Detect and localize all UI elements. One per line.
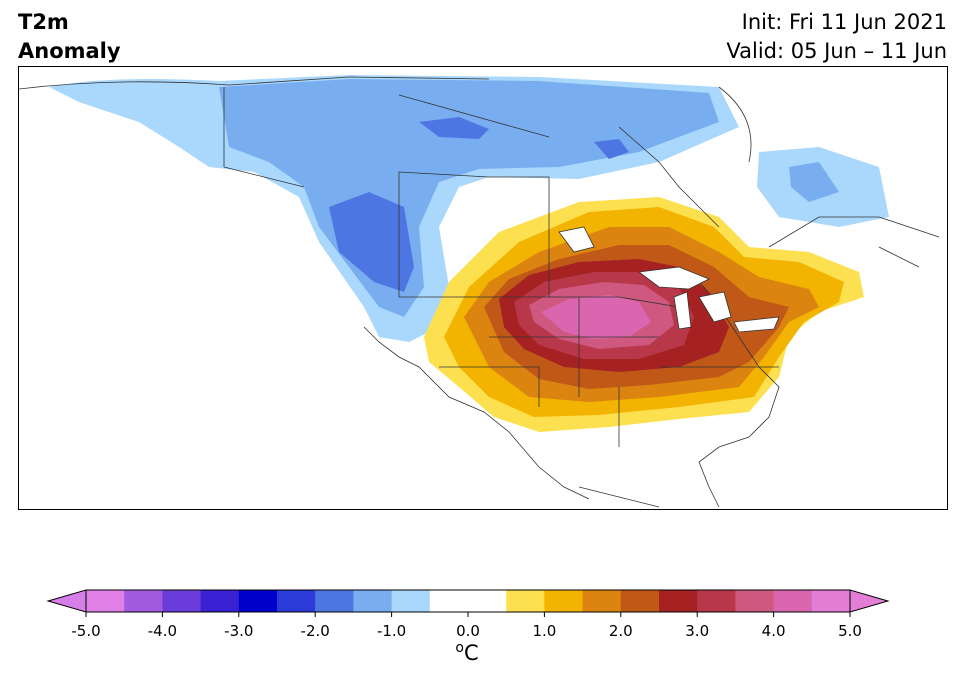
colorbar-tick-label: 0.0 [456,622,480,640]
map-title: T2m Anomaly [18,8,121,66]
colorbar-tick-label: -2.0 [300,622,330,640]
colorbar-swatch [468,590,507,612]
colorbar-extend-high [849,589,890,613]
cold-anomaly-layer [49,75,889,342]
colorbar-swatch [506,590,545,612]
colorbar [46,589,890,617]
warm-anomaly-layer [424,197,864,432]
colorbar-swatch [697,590,736,612]
colorbar-tick-label: 3.0 [685,622,710,640]
valid-range: Valid: 05 Jun – 11 Jun [726,39,947,63]
init-date: Init: Fri 11 Jun 2021 [741,10,947,34]
great-lakes [558,226,780,333]
colorbar-swatch [315,590,354,612]
colorbar-swatch [86,590,125,612]
colorbar-swatch [162,590,202,612]
colorbar-tick-label: 4.0 [761,622,786,640]
colorbar-tick-label: 1.0 [532,622,557,640]
colorbar-swatch [544,590,584,612]
colorbar-extend-low [46,589,87,613]
colorbar-swatch [582,590,622,612]
colorbar-swatch [353,590,393,612]
colorbar-tick-label: 2.0 [608,622,633,640]
unit-superscript: o [455,640,464,656]
unit-label: oC [455,640,478,665]
colorbar-swatch [659,590,698,612]
colorbar-swatch [124,590,163,612]
unit-base: C [463,641,479,665]
colorbar-tick-label: -1.0 [376,622,407,640]
colorbar-swatch [811,590,851,612]
colorbar-tick-label: 5.0 [838,622,862,640]
colorbar-swatch [238,590,278,612]
coastlines-borders [19,76,940,508]
colorbar-swatch [620,590,660,612]
colorbar-tick-label: -3.0 [224,622,254,640]
map-canvas [19,67,947,509]
variable-name: T2m [18,10,69,34]
colorbar-swatch [773,590,813,612]
colorbar-swatch [735,590,775,612]
colorbar-tick-label: -5.0 [71,622,101,640]
colorbar-tick-label: -4.0 [147,622,178,640]
anomaly-map [18,66,948,510]
colorbar-swatch [277,590,316,612]
colorbar-swatch [429,590,469,612]
colorbar-swatch [200,590,240,612]
date-info: Init: Fri 11 Jun 2021 Valid: 05 Jun – 11… [726,8,947,66]
colorbar-swatch [391,590,431,612]
product-name: Anomaly [18,39,121,63]
